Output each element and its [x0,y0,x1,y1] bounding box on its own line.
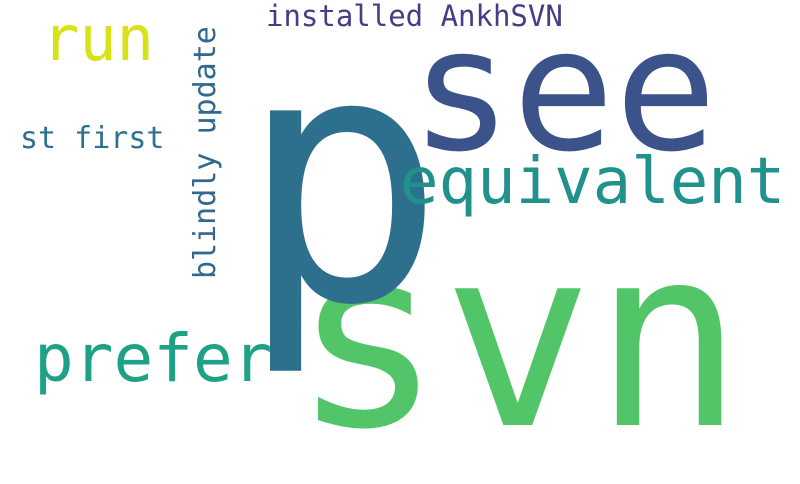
word-prefer: prefer [34,320,273,397]
word-installed-ankhsvn: installed AnkhSVN [266,0,563,33]
word-run: run [42,2,154,75]
word-cloud: svn p see equivalent prefer run installe… [20,0,786,464]
word-st-first: st first [20,121,165,156]
word-p: p [238,0,446,381]
word-equivalent: equivalent [400,145,786,219]
word-see: see [410,0,718,190]
word-blindly-update: blindly update [188,26,223,279]
